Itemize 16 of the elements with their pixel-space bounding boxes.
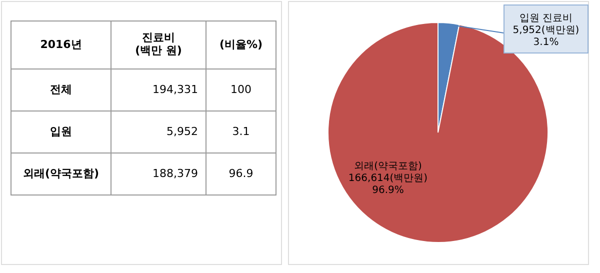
text: 194,331 [152, 83, 198, 96]
data-label: 5,952(백만원) 3.1% [512, 25, 580, 48]
text: 2016년 [40, 38, 82, 51]
text: (비율%) [219, 38, 263, 51]
text: 5,952 [166, 125, 198, 138]
slice-label: 입원 진료비 [519, 13, 573, 24]
slice-label: 외래(약국포함) [354, 161, 422, 172]
text: 진료비 (백만 원) [135, 31, 182, 57]
text: 188,379 [152, 167, 198, 180]
text: 3.1 [232, 125, 250, 138]
text: 외래(약국포함) [22, 167, 100, 180]
text: 100 [230, 83, 252, 96]
data-label: 166,614(백만원) 96.9% [348, 173, 428, 196]
text: 96.9 [228, 167, 254, 180]
text: 전체 [50, 83, 72, 96]
text: 입원 [50, 125, 72, 138]
